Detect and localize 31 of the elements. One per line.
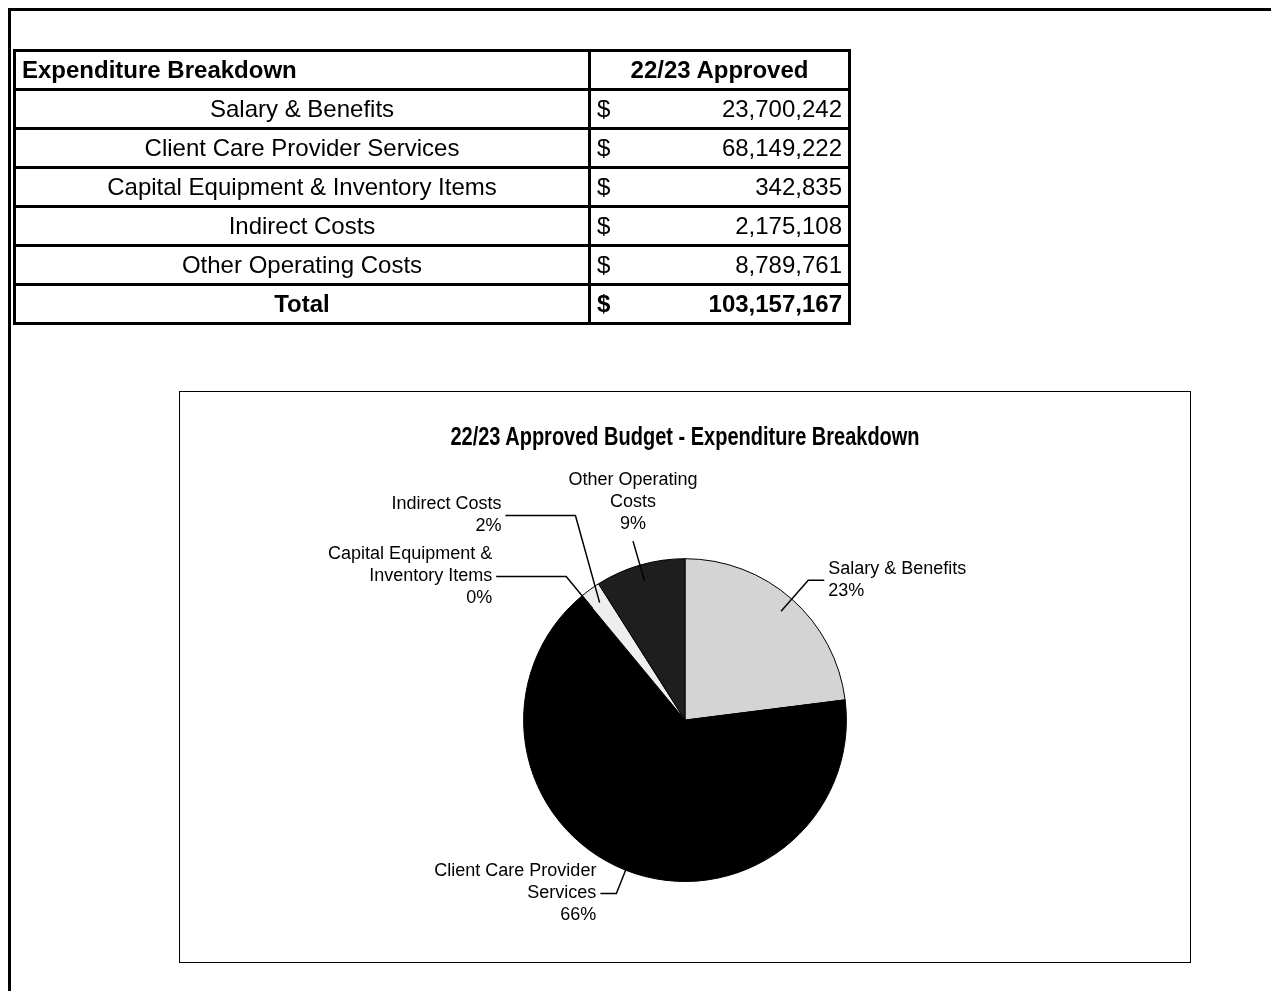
text: $ bbox=[597, 251, 611, 278]
data-label: 66% bbox=[560, 904, 597, 925]
text: 103,157,167 bbox=[708, 290, 842, 317]
text: 22/23 Approved bbox=[589, 50, 850, 90]
text: $ bbox=[589, 89, 623, 129]
category-label: Client Care Provider Services bbox=[14, 128, 590, 168]
text: 0% bbox=[466, 587, 493, 608]
data-label: 23,700,242 bbox=[623, 89, 850, 129]
data-label: 342,835 bbox=[623, 167, 850, 207]
data-label: 9% bbox=[619, 513, 646, 534]
data-label: 2,175,108 bbox=[623, 206, 850, 246]
category-label: Indirect Costs bbox=[14, 206, 590, 246]
data-label: 23% bbox=[828, 580, 865, 601]
data-label: 2% bbox=[475, 515, 502, 536]
category-label: Capital Equipment & Inventory Items bbox=[14, 167, 590, 207]
text: $ bbox=[597, 212, 611, 239]
text: $ bbox=[597, 173, 611, 200]
slice-label: Client Care Provider Services bbox=[434, 860, 597, 903]
slice-label: Salary & Benefits bbox=[828, 558, 967, 579]
text: $ bbox=[597, 290, 611, 317]
text: Expenditure Breakdown bbox=[14, 50, 590, 90]
slice-label: Indirect Costs bbox=[391, 493, 502, 514]
chart-title: 22/23 Approved Budget - Expenditure Breakdown bbox=[450, 421, 920, 451]
category-label: Salary & Benefits bbox=[14, 89, 590, 129]
slice-label: Other Operating Costs bbox=[568, 469, 698, 512]
text: Total bbox=[14, 284, 590, 324]
data-label: 68,149,222 bbox=[623, 128, 850, 168]
category-label: Capital Equipment & Inventory Items bbox=[328, 543, 493, 586]
data-label: 8,789,761 bbox=[623, 245, 850, 285]
text: $ bbox=[597, 134, 611, 161]
category-label: Other Operating Costs bbox=[14, 245, 590, 285]
